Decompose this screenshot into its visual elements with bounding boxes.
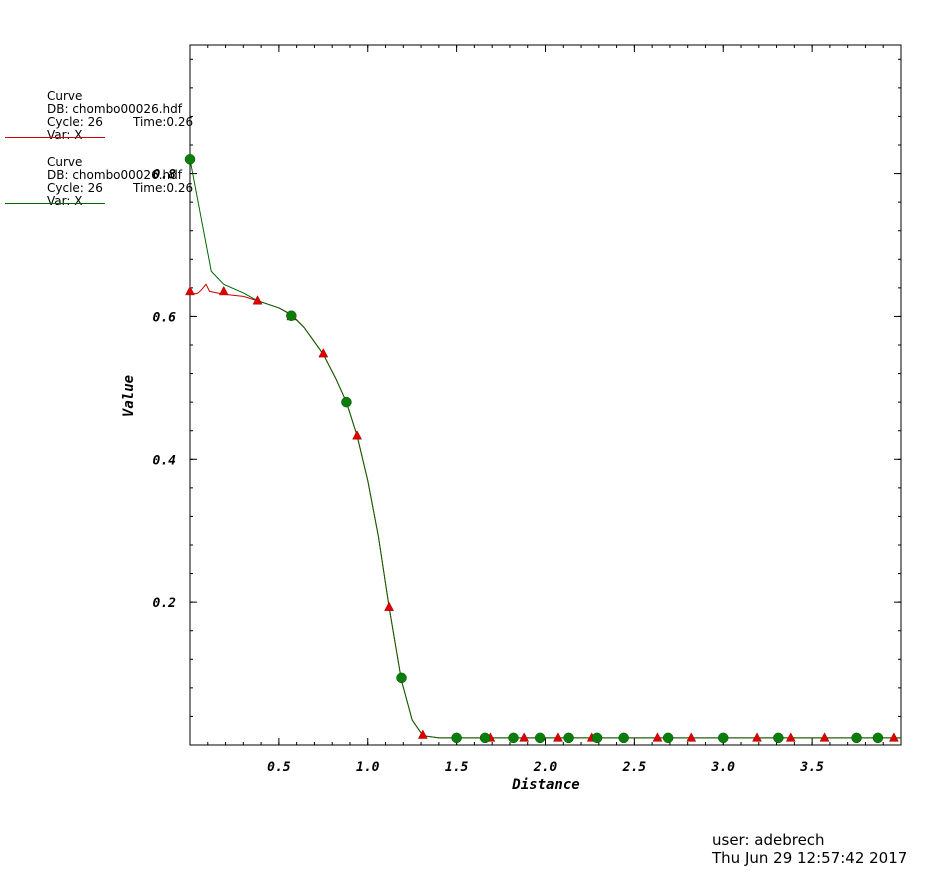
- legend-cycle: Cycle: 26: [47, 115, 103, 129]
- circle-marker: [451, 732, 462, 744]
- circle-marker: [618, 732, 629, 744]
- legend-db: DB: chombo00026.hdf: [47, 102, 182, 116]
- triangle-marker: [888, 732, 899, 742]
- x-tick-label: 1.5: [445, 760, 469, 775]
- legend-swatch-green: [5, 203, 105, 204]
- circle-marker: [508, 732, 519, 744]
- circle-marker: [396, 672, 407, 684]
- x-tick-label: 3.0: [711, 760, 736, 775]
- circle-marker: [718, 732, 729, 744]
- series-line-1: [190, 283, 901, 739]
- triangle-marker: [352, 430, 363, 440]
- circle-marker: [341, 396, 352, 408]
- triangle-marker: [185, 285, 195, 296]
- footer-user: user: adebrech: [712, 831, 825, 849]
- footer-timestamp: Thu Jun 29 12:57:42 2017: [712, 849, 908, 867]
- y-tick-label: 0.6: [153, 310, 177, 325]
- x-tick-label: 2.0: [533, 760, 558, 775]
- circle-marker: [184, 154, 196, 165]
- triangle-marker: [318, 348, 329, 358]
- x-tick-label: 2.5: [622, 760, 647, 775]
- y-tick-label: 0.4: [153, 453, 177, 468]
- triangle-marker: [252, 295, 263, 305]
- series-line-2: [189, 159, 901, 739]
- legend-var: Var: X: [47, 128, 83, 142]
- x-axis-title: Distance: [511, 777, 579, 793]
- legend-entry-1: Curve DB: chombo00026.hdf Cycle: 26 Time:…: [5, 89, 193, 142]
- legend-cycle: Cycle: 26: [47, 181, 103, 195]
- legend-var: Var: X: [47, 194, 83, 208]
- triangle-marker: [519, 732, 530, 742]
- circle-marker: [563, 732, 574, 744]
- triangle-marker: [218, 285, 229, 296]
- circle-marker: [662, 732, 674, 744]
- x-tick-label: 1.0: [356, 760, 380, 775]
- y-axis-title: Value: [121, 375, 137, 417]
- legend-title: Curve: [47, 89, 83, 103]
- triangle-marker: [752, 732, 762, 742]
- x-axis-ticks: 0.5 1.0 1.5 2.0 2.5 3.0 3.5: [267, 45, 824, 775]
- y-axis-ticks: 0.2 0.4 0.6 0.8: [153, 168, 901, 611]
- legend-swatch-red: [5, 137, 105, 138]
- series-lines: [189, 159, 901, 739]
- minor-ticks: [190, 45, 901, 745]
- circle-marker: [479, 732, 491, 744]
- legend-cycle-row: Cycle: 26 Time:0.26: [47, 181, 193, 195]
- legend-cycle-row: Cycle: 26 Time:0.26: [47, 115, 193, 129]
- plot-frame: [189, 44, 902, 746]
- circle-marker: [534, 732, 546, 744]
- circle-marker: [872, 732, 884, 744]
- circle-marker: [286, 310, 297, 321]
- triangle-marker: [785, 732, 796, 742]
- y-tick-label: 0.8: [153, 168, 177, 183]
- legend-title: Curve: [47, 155, 83, 169]
- x-tick-label: 0.5: [267, 760, 291, 775]
- triangle-marker: [819, 732, 830, 742]
- legend-db: DB: chombo00026.hdf: [47, 168, 182, 182]
- circle-marker: [773, 732, 784, 744]
- legend-time: Time:0.26: [133, 181, 194, 195]
- series-markers: [184, 154, 899, 744]
- circle-marker: [591, 732, 603, 744]
- triangle-marker: [686, 732, 697, 742]
- x-tick-label: 3.5: [799, 760, 824, 775]
- triangle-marker: [553, 732, 563, 742]
- y-tick-label: 0.2: [153, 596, 177, 611]
- legend-entry-2: Curve DB: chombo00026.hdf Cycle: 26 Time:…: [5, 155, 193, 208]
- triangle-marker: [384, 601, 394, 611]
- legend-time: Time:0.26: [133, 115, 194, 129]
- circle-marker: [851, 732, 862, 744]
- triangle-marker: [417, 729, 428, 739]
- triangle-marker: [652, 732, 663, 742]
